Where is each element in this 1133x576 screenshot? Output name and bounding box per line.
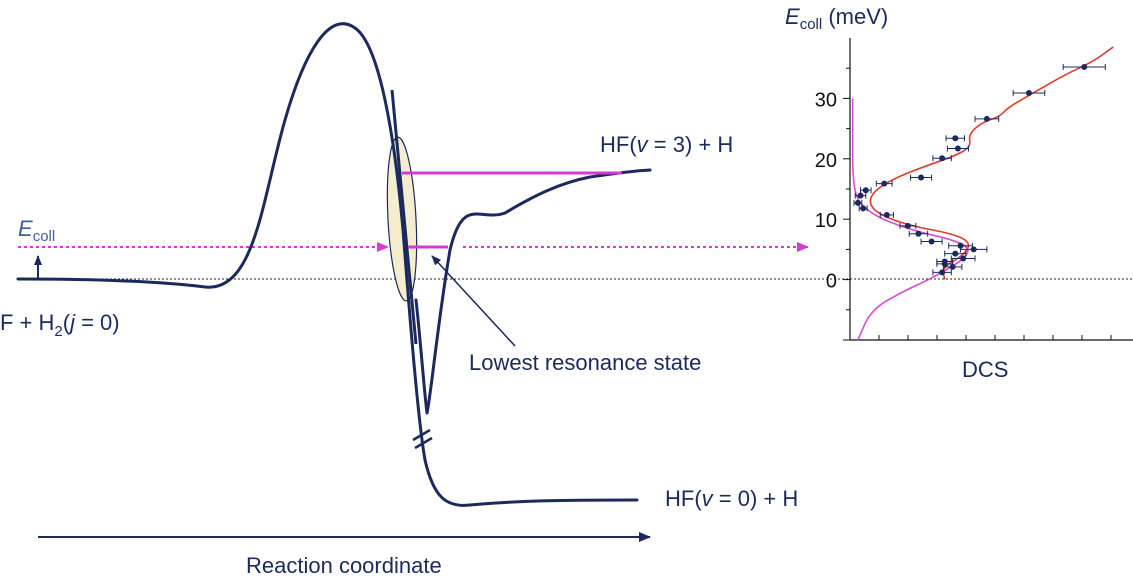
dcs-data-point bbox=[941, 258, 948, 265]
dcs-data-point bbox=[883, 211, 890, 218]
dcs-data-point bbox=[952, 135, 959, 142]
dcs-data-point bbox=[857, 192, 864, 199]
resonance-pointer bbox=[431, 255, 516, 347]
dcs-data-point bbox=[983, 115, 990, 122]
dcs-y-tick-label: 10 bbox=[815, 210, 837, 232]
dcs-data-point bbox=[860, 205, 867, 212]
dcs-data-point bbox=[939, 269, 946, 276]
resonance-label: Lowest resonance state bbox=[469, 350, 701, 375]
dcs-data-point bbox=[862, 187, 869, 194]
dcs-y-tick-label: 30 bbox=[815, 89, 837, 111]
dcs-data-point bbox=[915, 230, 922, 237]
fit-curve-red bbox=[869, 46, 1114, 280]
potential-energy-curve bbox=[16, 22, 639, 507]
hf-v3-label: HF(v = 3) + H bbox=[600, 132, 733, 157]
fit-curve-pink bbox=[851, 98, 969, 341]
dcs-data-point bbox=[957, 242, 964, 249]
hf-v0-label: HF(v = 0) + H bbox=[665, 486, 798, 511]
x-axis-label: Reaction coordinate bbox=[246, 553, 442, 576]
hf-v3-curve bbox=[414, 168, 652, 415]
dcs-data-point bbox=[928, 238, 935, 245]
ecoll-label: Ecoll bbox=[18, 216, 55, 245]
crossing-line bbox=[390, 89, 418, 345]
dcs-data-point bbox=[881, 180, 888, 187]
axis-break-mark-1 bbox=[412, 428, 431, 442]
dcs-data-point bbox=[1081, 63, 1088, 70]
dcs-data-point bbox=[918, 174, 925, 181]
dcs-y-tick-label: 0 bbox=[826, 271, 837, 293]
dcs-y-axis-label: Ecoll (meV) bbox=[785, 4, 888, 33]
dcs-data-point bbox=[949, 263, 956, 270]
dcs-data-point bbox=[952, 250, 959, 257]
dcs-data-point bbox=[960, 255, 967, 262]
dcs-x-axis-label: DCS bbox=[962, 357, 1008, 382]
dcs-plot: 0 10 20 30 Ecoll (meV) DCS bbox=[785, 4, 1133, 382]
dcs-data-point bbox=[970, 246, 977, 253]
dcs-y-tick-label: 20 bbox=[815, 150, 837, 172]
dcs-data-point bbox=[854, 199, 861, 206]
reactant-label: F + H2(j = 0) bbox=[0, 310, 120, 340]
dcs-data-point bbox=[954, 145, 961, 152]
axis-break-mark-2 bbox=[414, 436, 433, 450]
dcs-data-point bbox=[939, 155, 946, 162]
dcs-data-point bbox=[904, 222, 911, 229]
dcs-data-point bbox=[1025, 89, 1032, 96]
